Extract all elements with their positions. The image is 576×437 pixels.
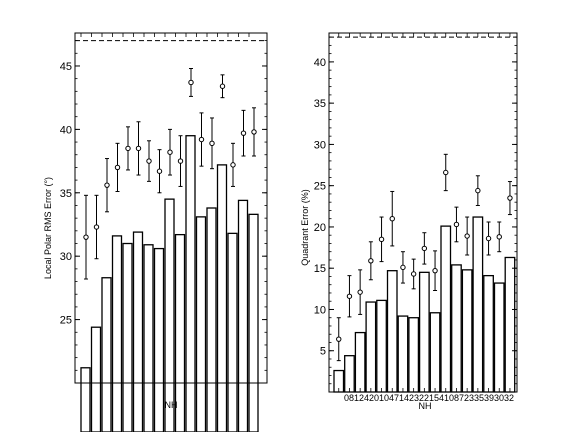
data-marker (198, 136, 205, 143)
data-marker (432, 267, 438, 274)
data-marker (177, 158, 184, 164)
data-marker (188, 79, 194, 86)
bar (408, 317, 420, 393)
data-marker (114, 164, 121, 171)
data-marker (421, 245, 428, 252)
data-marker (83, 234, 89, 240)
data-marker (125, 145, 131, 152)
y-axis-label: Quadrant Error (%) (300, 189, 310, 266)
y-tick-label: 15 (314, 263, 326, 275)
bar (440, 225, 452, 393)
data-marker (209, 140, 215, 147)
x-axis-label: NH (165, 400, 178, 410)
data-marker (389, 215, 395, 222)
data-marker (104, 182, 110, 188)
bar (122, 242, 133, 433)
data-marker (357, 289, 363, 295)
bar (80, 367, 91, 433)
data-marker (368, 258, 374, 264)
y-tick-label: 25 (314, 181, 326, 193)
bar (397, 315, 409, 393)
left-chart-panel: 25 30 35 40 45 NH Local Polar RMS Error (°) (43, 32, 268, 433)
data-marker (240, 130, 247, 136)
bar (493, 282, 505, 393)
bar (504, 256, 516, 393)
bar (386, 270, 398, 393)
bar (237, 199, 249, 433)
bar (451, 264, 462, 393)
y-tick-label: 5 (320, 346, 326, 358)
y-tick-label: 35 (60, 188, 72, 200)
y-tick-label: 30 (314, 139, 326, 151)
y-tick-label: 30 (60, 251, 72, 263)
data-marker (346, 293, 353, 299)
data-marker (251, 129, 257, 135)
bar (227, 232, 238, 433)
y-axis-label: Local Polar RMS Error (°) (43, 177, 53, 279)
bar (90, 326, 102, 433)
bar (344, 355, 355, 393)
data-marker (475, 187, 481, 194)
bar (132, 231, 144, 433)
data-marker (485, 235, 492, 242)
bar (248, 213, 259, 433)
bar (483, 274, 494, 393)
data-marker (378, 236, 385, 243)
bar (185, 135, 196, 433)
right-chart-panel: 5 10 15 20 25 30 35 40 0812420104714232215410872… (300, 32, 518, 411)
data-marker (443, 169, 449, 176)
x-axis-label: NH (419, 401, 432, 411)
bar (354, 331, 366, 393)
y-tick-label: 40 (60, 124, 72, 136)
y-tick-label: 40 (314, 57, 326, 69)
data-marker (496, 234, 502, 240)
bar (461, 269, 473, 393)
y-tick-label: 10 (314, 304, 326, 316)
bar (101, 277, 112, 433)
bar (195, 216, 207, 433)
bar (472, 216, 484, 393)
y-tick-label: 25 (60, 315, 72, 327)
axes-frame (328, 32, 518, 393)
data-marker (156, 168, 163, 174)
bar (429, 312, 441, 393)
y-tick-label: 45 (60, 61, 72, 73)
data-marker (135, 145, 142, 152)
axes-frame (74, 32, 268, 384)
y-tick-label: 35 (314, 98, 326, 110)
data-marker (336, 336, 342, 342)
data-marker (93, 224, 100, 230)
data-marker (219, 83, 226, 89)
data-marker (507, 195, 513, 201)
bar (216, 164, 228, 433)
bar (153, 247, 165, 433)
bar (143, 244, 154, 433)
bar (365, 301, 377, 393)
bar (418, 271, 430, 393)
bar (164, 198, 175, 433)
x-category-labels: 0812420104714232215410872335393032 (344, 393, 514, 404)
y-tick-label: 20 (314, 222, 326, 234)
data-marker (400, 264, 406, 271)
bar (206, 207, 217, 433)
data-marker (464, 233, 470, 239)
data-marker (167, 149, 173, 155)
data-marker (410, 271, 417, 277)
bar (111, 235, 123, 433)
data-marker (230, 162, 236, 168)
bar (376, 299, 387, 393)
data-marker (453, 221, 460, 228)
data-marker (146, 158, 152, 164)
